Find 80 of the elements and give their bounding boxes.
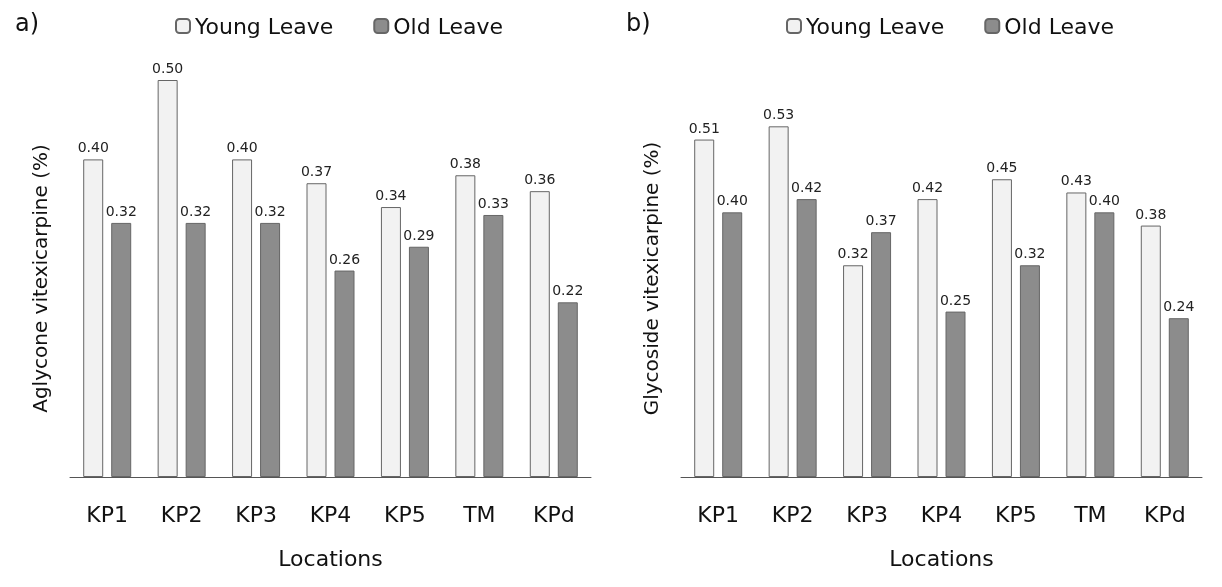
bar (380, 207, 401, 477)
bar (455, 175, 476, 477)
data-label: 0.40 (226, 139, 258, 156)
bar (768, 126, 789, 477)
x-tick-label: KP3 (235, 501, 277, 527)
bar (260, 222, 281, 477)
bar (722, 212, 743, 477)
bar (796, 199, 817, 477)
bar (232, 159, 253, 477)
bar (334, 270, 355, 477)
bar (83, 159, 104, 477)
x-tick-label: TM (462, 501, 496, 527)
x-tick-label: KPd (532, 501, 575, 527)
data-label: 0.25 (939, 291, 972, 308)
bar (694, 139, 715, 477)
data-label: 0.22 (552, 282, 584, 299)
bar (1094, 212, 1115, 477)
bar (306, 183, 327, 477)
bar (483, 214, 504, 477)
x-tick-label: KP1 (697, 501, 740, 527)
data-label: 0.37 (300, 163, 333, 180)
data-label: 0.34 (375, 187, 407, 204)
bar (1019, 265, 1040, 477)
bar (843, 265, 864, 477)
bar (408, 246, 429, 477)
data-label: 0.33 (477, 194, 509, 211)
chart-title: b) (626, 9, 651, 37)
bar (157, 80, 178, 477)
bar (557, 302, 578, 477)
legend-label: Young Leave (194, 13, 334, 39)
data-label: 0.42 (791, 179, 823, 196)
bar (917, 199, 938, 477)
legend-label: Old Leave (393, 13, 504, 39)
data-label: 0.24 (1163, 298, 1195, 315)
y-axis-title: Aglycone vitexicarpine (%) (28, 144, 52, 413)
data-label: 0.40 (716, 192, 748, 209)
bar (111, 222, 132, 477)
data-label: 0.53 (763, 106, 795, 123)
x-tick-label: KP3 (846, 501, 888, 527)
data-label: 0.26 (328, 250, 361, 267)
x-tick-label: KP4 (309, 501, 352, 527)
bar (1066, 192, 1087, 477)
x-tick-label: KP2 (160, 501, 203, 527)
chart-title: a) (15, 9, 40, 37)
data-label: 0.40 (1088, 192, 1120, 209)
data-label: 0.42 (911, 179, 944, 196)
data-label: 0.43 (1060, 172, 1092, 189)
data-label: 0.37 (865, 212, 897, 229)
x-axis-title: Locations (278, 545, 383, 571)
x-tick-label: KP4 (920, 501, 963, 527)
data-label: 0.51 (688, 119, 720, 136)
bar (945, 311, 966, 477)
data-label: 0.50 (152, 60, 184, 76)
legend-label: Young Leave (805, 13, 945, 39)
y-axis-title: Glycoside vitexicarpine (%) (639, 141, 663, 416)
bar (185, 222, 206, 477)
x-axis-title: Locations (889, 545, 994, 571)
x-tick-label: KP1 (86, 501, 129, 527)
data-label: 0.32 (180, 202, 212, 219)
data-label: 0.40 (77, 139, 109, 156)
x-tick-label: KP5 (384, 501, 426, 527)
data-label: 0.36 (524, 171, 556, 188)
data-label: 0.32 (105, 202, 137, 219)
legend-label: Old Leave (1004, 13, 1115, 39)
x-tick-label: KPd (1143, 501, 1186, 527)
data-label: 0.32 (1014, 245, 1046, 262)
data-label: 0.29 (403, 226, 435, 243)
x-tick-label: TM (1073, 501, 1107, 527)
bar (529, 191, 550, 477)
bar (1168, 318, 1189, 477)
bar (991, 179, 1012, 477)
data-label: 0.32 (837, 245, 869, 262)
data-label: 0.45 (986, 159, 1018, 176)
data-label: 0.38 (1135, 205, 1167, 222)
bar (871, 232, 892, 477)
data-label: 0.32 (254, 202, 286, 219)
data-label: 0.38 (449, 155, 481, 172)
bar (1140, 225, 1161, 477)
x-tick-label: KP5 (995, 501, 1037, 527)
x-tick-label: KP2 (771, 501, 814, 527)
